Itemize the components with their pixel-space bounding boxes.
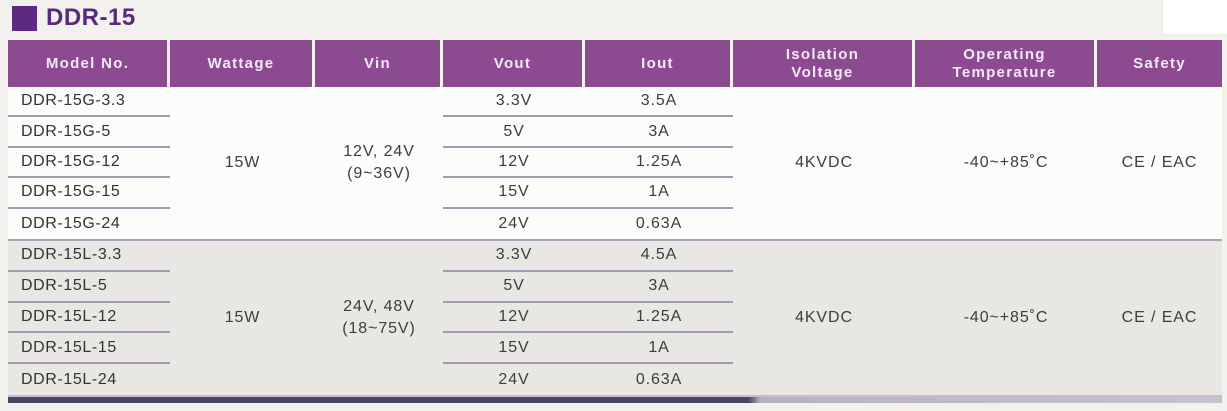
model-cell: DDR-15G-3.3 (8, 87, 170, 118)
vin-range: (9~36V) (347, 165, 411, 183)
col-header-safety: Safety (1097, 40, 1222, 87)
spec-table: Model No. Wattage Vin Vout Iout Isolatio… (8, 40, 1222, 403)
col-header-iout: Iout (585, 40, 733, 87)
vout-cell: 5V (443, 272, 585, 303)
safety-cell: CE / EAC (1121, 153, 1198, 171)
vout-cell: 12V (443, 303, 585, 334)
vout-cell: 3.3V (443, 241, 585, 272)
vout-cell: 24V (498, 370, 530, 388)
model-cell: DDR-15G-24 (21, 214, 121, 232)
model-cell: DDR-15G-15 (8, 178, 170, 209)
col-header-model-no: Model No. (8, 40, 170, 87)
table-bottom-border (8, 394, 1222, 403)
col-header-vout: Vout (443, 40, 585, 87)
vout-cell: 3.3V (443, 87, 585, 118)
model-cell: DDR-15L-24 (21, 370, 117, 388)
iout-cell: 3.5A (585, 87, 733, 118)
model-cell: DDR-15L-15 (8, 333, 170, 365)
vin-cell: 24V, 48V (18~75V) (315, 241, 443, 395)
col-header-label-line2: Voltage (791, 63, 854, 81)
table-header-row: Model No. Wattage Vin Vout Iout Isolatio… (8, 40, 1222, 87)
table-group-ddr15l: DDR-15L-3.3 DDR-15L-5 DDR-15L-12 DDR-15L… (8, 238, 1222, 395)
iout-cell: 4.5A (585, 241, 733, 272)
iout-cell: 3A (585, 272, 733, 303)
section-title-text: DDR-15 (46, 4, 136, 31)
operating-temperature-cell: -40~+85˚C (963, 153, 1049, 171)
iout-cell: 1A (585, 333, 733, 365)
col-header-label: Vin (364, 54, 391, 72)
col-header-label: Safety (1133, 54, 1186, 72)
col-header-label: Vout (493, 54, 532, 72)
col-header-label: Wattage (207, 54, 275, 72)
title-bullet-square-icon (12, 5, 37, 31)
vin-nominal: 24V, 48V (343, 297, 415, 315)
vin-nominal: 12V, 24V (343, 142, 415, 160)
iout-cell: 3A (585, 117, 733, 148)
col-header-label: Model No. (45, 54, 130, 72)
model-cell: DDR-15L-12 (8, 303, 170, 334)
iout-cell: 1A (585, 178, 733, 209)
vout-cell: 15V (443, 333, 585, 365)
iout-cell: 0.63A (635, 370, 683, 388)
vout-cell: 24V (498, 214, 530, 232)
vout-cell: 12V (443, 148, 585, 179)
isolation-voltage-cell: 4KVDC (795, 308, 853, 326)
col-header-label-line1: Operating (963, 46, 1046, 64)
col-header-label-line2: Temperature (952, 63, 1057, 81)
model-cell: DDR-15L-5 (8, 272, 170, 303)
wattage-cell: 15W (224, 308, 261, 326)
model-cell: DDR-15G-12 (8, 148, 170, 179)
section-title: DDR-15 (12, 4, 136, 32)
safety-cell: CE / EAC (1121, 308, 1198, 326)
col-header-vin: Vin (315, 40, 443, 87)
col-header-operating-temperature: Operating Temperature (915, 40, 1097, 87)
iout-cell: 1.25A (585, 303, 733, 334)
vin-cell: 12V, 24V (9~36V) (315, 87, 443, 239)
iout-cell: 1.25A (585, 148, 733, 179)
col-header-label: Iout (641, 54, 674, 72)
col-header-label-line1: Isolation (785, 46, 860, 64)
iout-cell: 0.63A (635, 214, 683, 232)
col-header-wattage: Wattage (170, 40, 315, 87)
model-cell: DDR-15G-5 (8, 117, 170, 148)
operating-temperature-cell: -40~+85˚C (963, 308, 1049, 326)
col-header-isolation-voltage: Isolation Voltage (733, 40, 915, 87)
table-group-ddr15g: DDR-15G-3.3 DDR-15G-5 DDR-15G-12 DDR-15G… (8, 87, 1222, 239)
isolation-voltage-cell: 4KVDC (795, 153, 853, 171)
vin-range: (18~75V) (342, 320, 416, 338)
top-right-blank-box (1163, 0, 1227, 34)
model-cell: DDR-15L-3.3 (8, 241, 170, 272)
vout-cell: 5V (443, 117, 585, 148)
vout-cell: 15V (443, 178, 585, 209)
wattage-cell: 15W (224, 153, 261, 171)
